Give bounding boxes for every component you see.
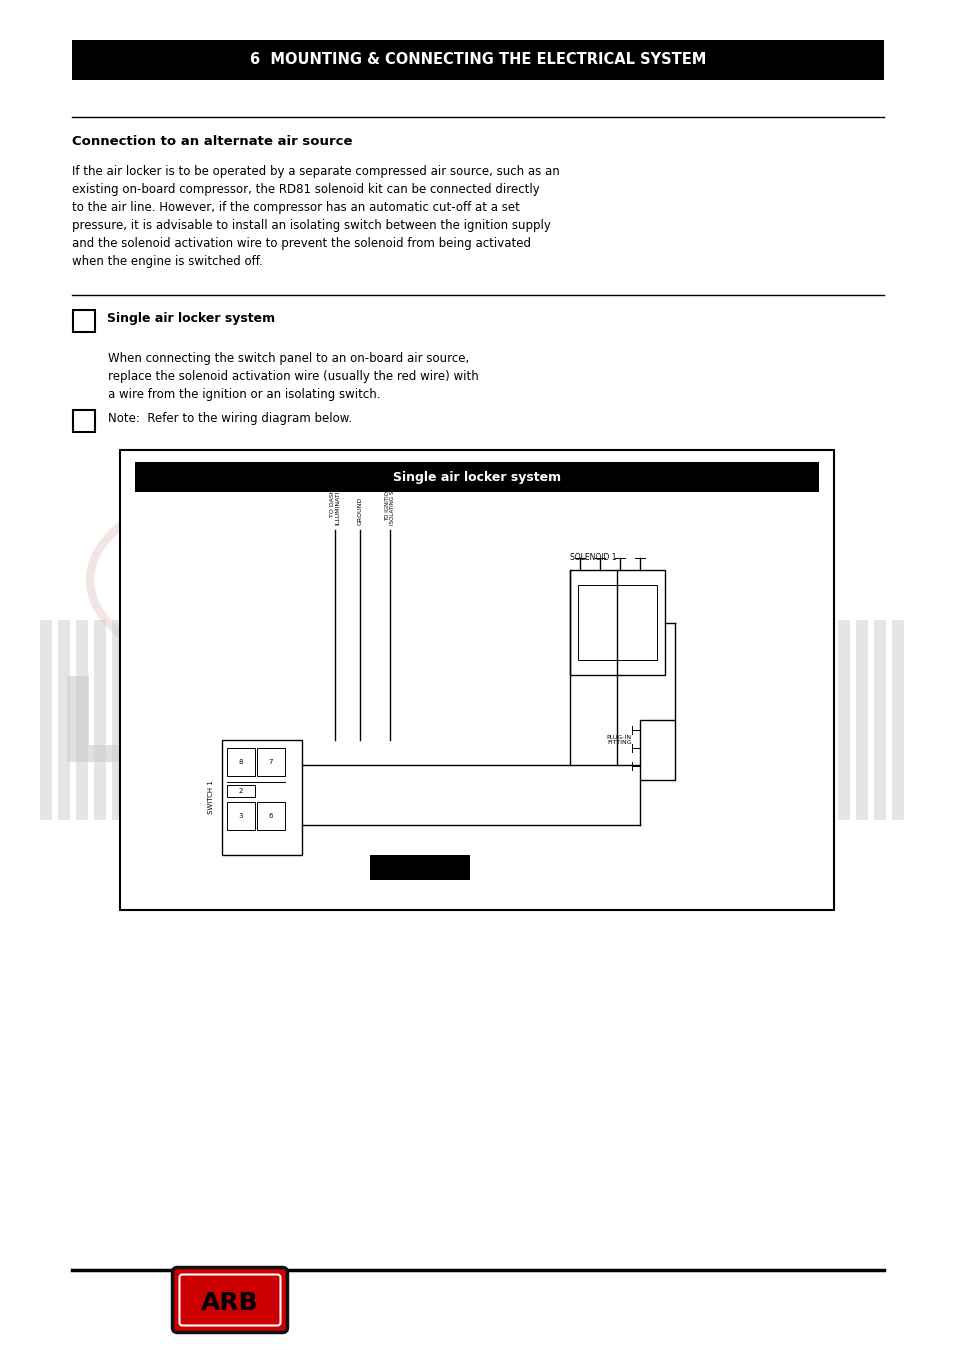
Bar xyxy=(575,508,804,518)
Bar xyxy=(855,620,867,819)
Bar xyxy=(837,620,849,819)
Bar xyxy=(575,490,804,500)
Bar xyxy=(575,580,804,590)
Bar xyxy=(873,620,885,819)
Bar xyxy=(135,462,818,491)
Bar xyxy=(76,620,88,819)
Text: Note:  Refer to the wiring diagram below.: Note: Refer to the wiring diagram below. xyxy=(108,412,352,425)
Bar xyxy=(575,526,804,536)
Bar xyxy=(256,802,285,830)
Bar xyxy=(73,310,95,332)
Text: existing on-board compressor, the RD81 solenoid kit can be connected directly: existing on-board compressor, the RD81 s… xyxy=(71,184,539,196)
FancyBboxPatch shape xyxy=(172,1268,287,1332)
Bar xyxy=(222,740,302,855)
Text: ARB: ARB xyxy=(201,1291,258,1315)
Bar xyxy=(578,585,657,660)
Bar xyxy=(227,784,254,796)
Text: 8: 8 xyxy=(238,759,243,765)
Bar xyxy=(71,40,883,80)
Text: When connecting the switch panel to an on-board air source,: When connecting the switch panel to an o… xyxy=(108,352,469,365)
Bar xyxy=(575,562,804,572)
Bar xyxy=(58,620,70,819)
Text: Connection to an alternate air source: Connection to an alternate air source xyxy=(71,135,352,148)
Text: and the solenoid activation wire to prevent the solenoid from being activated: and the solenoid activation wire to prev… xyxy=(71,238,531,250)
Text: ARB: ARB xyxy=(128,526,432,653)
Text: 2: 2 xyxy=(238,788,243,794)
FancyBboxPatch shape xyxy=(179,1274,280,1326)
Bar xyxy=(94,620,106,819)
Text: TO IGNITION OR
ISOLATING SWITCH: TO IGNITION OR ISOLATING SWITCH xyxy=(384,472,395,525)
Text: when the engine is switched off.: when the engine is switched off. xyxy=(71,255,262,269)
Bar xyxy=(120,450,833,910)
Bar xyxy=(891,620,903,819)
Text: Single air locker system: Single air locker system xyxy=(393,471,560,483)
Text: 3: 3 xyxy=(238,813,243,819)
Text: ALS: ALS xyxy=(589,672,841,787)
Bar xyxy=(575,616,804,626)
Text: a wire from the ignition or an isolating switch.: a wire from the ignition or an isolating… xyxy=(108,387,380,401)
Text: TO DASH
ILLUMINATION: TO DASH ILLUMINATION xyxy=(329,481,340,525)
Text: 6: 6 xyxy=(269,813,273,819)
Bar xyxy=(639,720,675,780)
Bar xyxy=(73,410,95,432)
Bar xyxy=(227,748,254,776)
Text: AIR: AIR xyxy=(553,482,805,609)
Bar xyxy=(820,620,831,819)
Bar xyxy=(112,620,124,819)
Text: GROUND: GROUND xyxy=(357,497,362,525)
Text: LO: LO xyxy=(55,672,226,787)
Bar xyxy=(370,855,470,880)
Text: SOLENOID 1: SOLENOID 1 xyxy=(569,554,616,562)
Text: replace the solenoid activation wire (usually the red wire) with: replace the solenoid activation wire (us… xyxy=(108,370,478,383)
Bar xyxy=(575,544,804,554)
Text: SWITCH 1: SWITCH 1 xyxy=(208,780,213,814)
Bar xyxy=(575,598,804,608)
Text: PLUG-IN
FITTING: PLUG-IN FITTING xyxy=(606,734,631,745)
Text: 7: 7 xyxy=(269,759,273,765)
Bar xyxy=(575,634,804,644)
Bar xyxy=(256,748,285,776)
Bar xyxy=(569,570,664,675)
Text: 6  MOUNTING & CONNECTING THE ELECTRICAL SYSTEM: 6 MOUNTING & CONNECTING THE ELECTRICAL S… xyxy=(250,53,705,68)
Bar xyxy=(40,620,52,819)
Text: pressure, it is advisable to install an isolating switch between the ignition su: pressure, it is advisable to install an … xyxy=(71,219,550,232)
Bar xyxy=(227,802,254,830)
Text: Single air locker system: Single air locker system xyxy=(107,312,274,325)
Text: If the air locker is to be operated by a separate compressed air source, such as: If the air locker is to be operated by a… xyxy=(71,165,559,178)
Text: to the air line. However, if the compressor has an automatic cut-off at a set: to the air line. However, if the compres… xyxy=(71,201,519,215)
